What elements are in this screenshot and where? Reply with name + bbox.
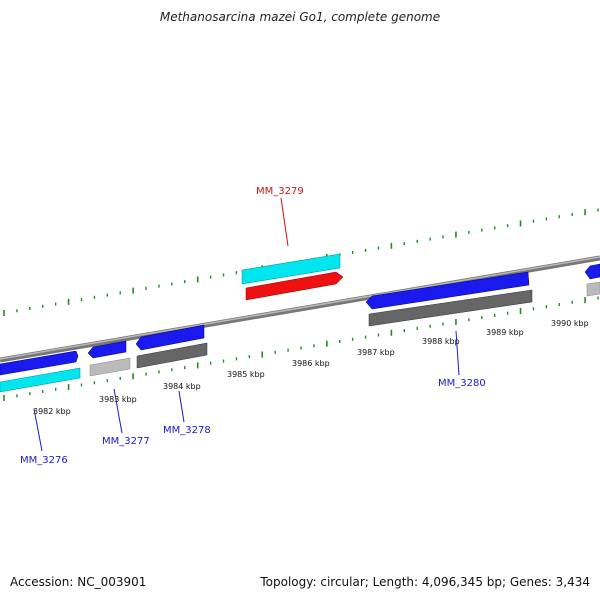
callout-mm3276 (33, 408, 43, 452)
gene-mm3276-forward[interactable] (0, 350, 79, 376)
genome-stats-text: Topology: circular; Length: 4,096,345 bp… (260, 575, 590, 589)
scale-label: 3987 kbp (357, 348, 395, 357)
gene-label-mm3276[interactable]: MM_3276 (20, 455, 68, 466)
accession-text: Accession: NC_003901 (10, 575, 147, 589)
gene-labels: MM_3276 MM_3277 MM_3278 MM_3279 MM_3280 (20, 186, 486, 466)
genome-backbone (0, 255, 600, 363)
scale-label: 3989 kbp (486, 328, 524, 337)
scale-label: 3990 kbp (551, 319, 589, 328)
inner-tick-track (3, 296, 599, 401)
scale-label: 3983 kbp (99, 395, 137, 404)
gene-mm3279-highlight[interactable] (245, 271, 344, 301)
gene-mm3276-cds[interactable] (0, 367, 81, 393)
gene-mm3279-reverse[interactable] (241, 253, 341, 285)
scale-labels: 3982 kbp 3983 kbp 3984 kbp 3985 kbp 3986… (33, 319, 589, 416)
gene-mm3278-forward[interactable] (135, 324, 205, 351)
callout-mm3277 (113, 388, 123, 434)
callout-lines (33, 197, 460, 452)
callout-mm3280 (455, 330, 460, 376)
gene-mm3280-cds[interactable] (368, 289, 533, 327)
gene-label-mm3278[interactable]: MM_3278 (163, 425, 211, 436)
scale-label: 3984 kbp (163, 382, 201, 391)
gene-partial-forward[interactable] (584, 263, 600, 280)
scale-label: 3986 kbp (292, 359, 330, 368)
gene-partial-cds[interactable] (586, 281, 600, 297)
scale-label: 3988 kbp (422, 337, 460, 346)
callout-mm3279 (280, 197, 289, 247)
gene-mm3277-cds[interactable] (89, 357, 131, 377)
gene-label-mm3280[interactable]: MM_3280 (438, 378, 486, 389)
scale-label: 3985 kbp (227, 370, 265, 379)
scale-label: 3982 kbp (33, 407, 71, 416)
gene-mm3278-cds[interactable] (136, 342, 208, 369)
gene-mm3280-forward[interactable] (365, 271, 530, 310)
gene-label-mm3277[interactable]: MM_3277 (102, 436, 150, 447)
genome-title: Methanosarcina mazei Go1, complete genom… (159, 10, 441, 24)
callout-mm3278 (178, 390, 185, 423)
gene-label-mm3279[interactable]: MM_3279 (256, 186, 304, 197)
gene-mm3277-forward[interactable] (87, 340, 127, 359)
